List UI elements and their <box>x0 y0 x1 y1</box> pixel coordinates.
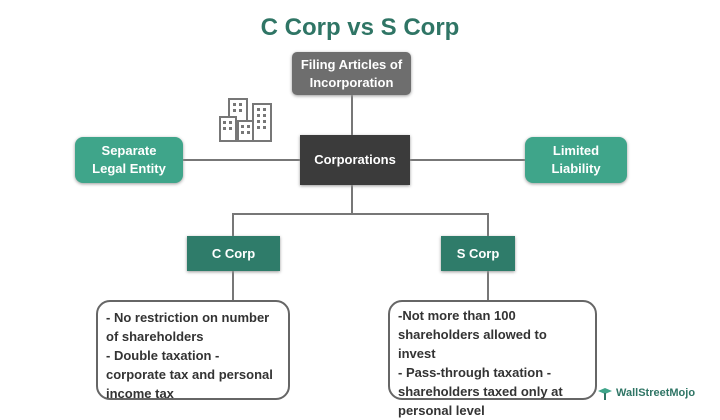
connector-separate-corporations <box>183 159 300 161</box>
corporations-node: Corporations <box>300 135 410 185</box>
watermark-text: WallStreetMojo <box>616 387 696 399</box>
connector-to-s-corp <box>487 213 489 236</box>
c-corp-notes: - No restriction on number of shareholde… <box>96 300 290 401</box>
c-corp-note-item: - Double taxation - corporate tax and pe… <box>106 348 273 401</box>
c-corp-node: C Corp <box>187 236 280 271</box>
connector-corporations-limited <box>410 159 525 161</box>
watermark: WallStreetMojo <box>597 385 695 401</box>
connector-branch <box>232 213 489 215</box>
connector-c-corp-notes <box>232 271 234 300</box>
buildings-icon <box>219 98 272 142</box>
connector-s-corp-notes <box>487 271 489 300</box>
connector-to-c-corp <box>232 213 234 236</box>
s-corp-note-item: - Pass-through taxation - shareholders t… <box>398 365 563 418</box>
connector-corporations-down <box>351 185 353 214</box>
connector-filing-corporations <box>351 95 353 135</box>
s-corp-node: S Corp <box>441 236 515 271</box>
c-corp-note-item: - No restriction on number of shareholde… <box>106 310 270 344</box>
diagram-title: C Corp vs S Corp <box>260 14 460 41</box>
wallstreetmojo-logo-icon <box>598 388 612 400</box>
filing-articles-node: Filing Articles of Incorporation <box>292 52 411 95</box>
limited-liability-node: Limited Liability <box>525 137 627 183</box>
separate-legal-entity-node: Separate Legal Entity <box>75 137 183 183</box>
s-corp-note-item: -Not more than 100 shareholders allowed … <box>398 308 547 361</box>
s-corp-notes: -Not more than 100 shareholders allowed … <box>388 300 597 418</box>
